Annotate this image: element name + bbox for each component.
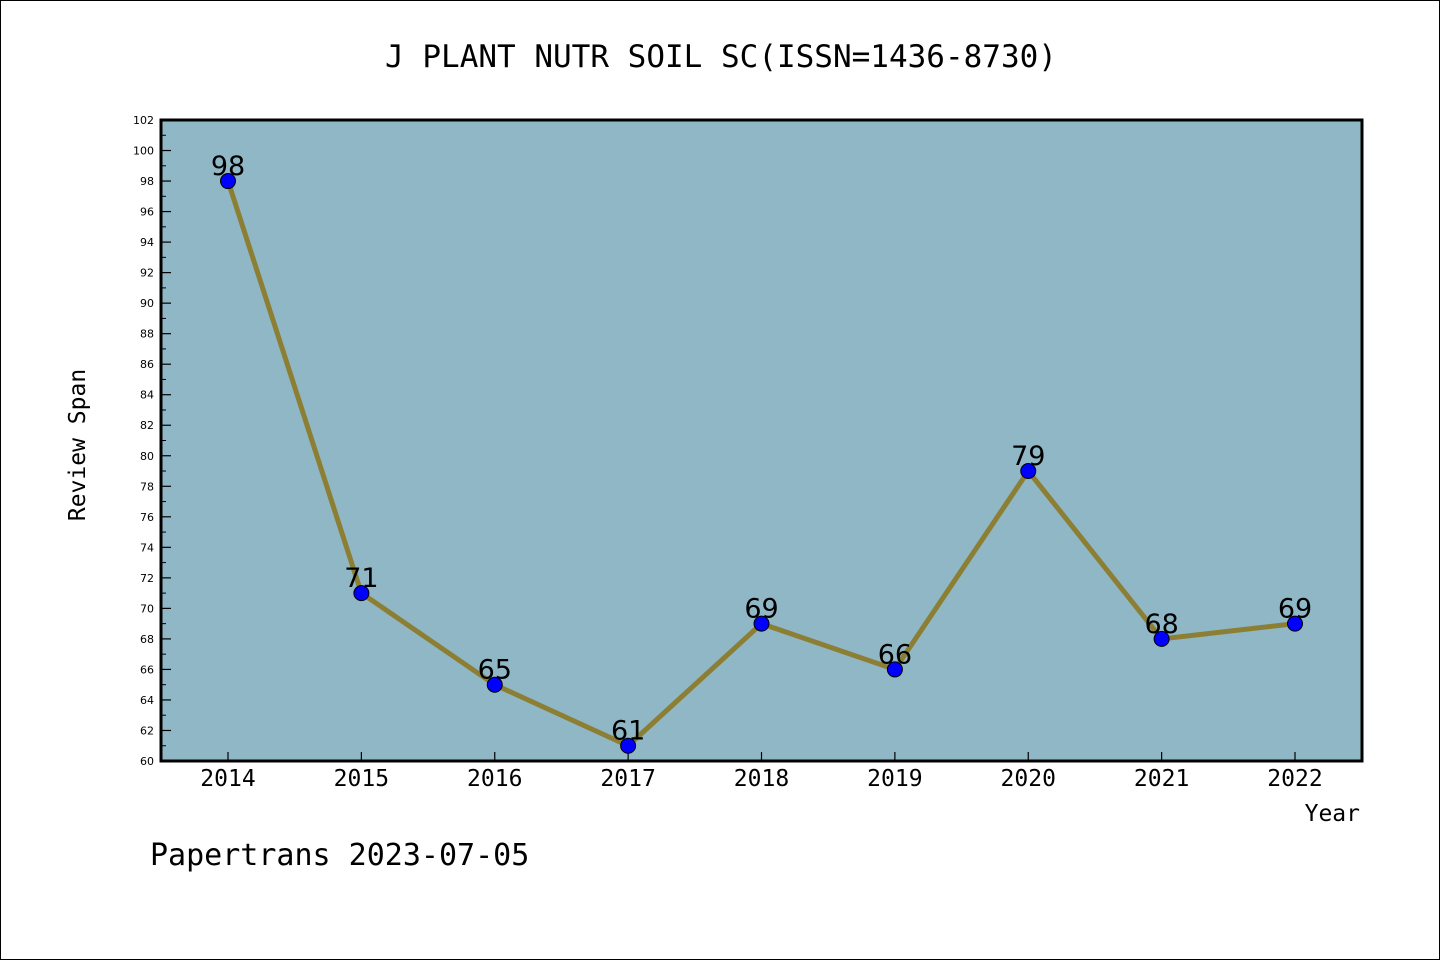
- y-tick-label: 60: [140, 755, 154, 768]
- data-point: [620, 737, 637, 754]
- y-tick-label: 86: [140, 358, 154, 371]
- y-tick-label: 82: [140, 419, 154, 432]
- data-label: 71: [344, 563, 378, 594]
- y-tick-label: 98: [140, 175, 154, 188]
- data-point: [486, 676, 503, 693]
- y-tick-label: 92: [140, 267, 154, 280]
- y-axis-label: Review Span: [65, 369, 91, 521]
- data-label: 65: [478, 655, 512, 686]
- data-point: [1287, 615, 1303, 632]
- y-tick-label: 80: [140, 450, 154, 463]
- x-tick-label: 2016: [467, 766, 522, 792]
- data-label: 69: [1278, 594, 1312, 625]
- data-point: [1020, 463, 1037, 480]
- y-tick-label: 62: [140, 724, 154, 737]
- y-tick-label: 100: [133, 145, 154, 158]
- data-label: 68: [1144, 609, 1178, 640]
- plot-area: [161, 120, 1362, 761]
- y-tick-label: 94: [140, 236, 154, 249]
- y-tick-label: 96: [140, 206, 154, 219]
- x-tick-label: 2020: [1001, 766, 1056, 792]
- y-tick-label: 90: [140, 297, 154, 310]
- data-label: 69: [744, 594, 778, 625]
- data-point: [1153, 630, 1170, 647]
- data-label: 79: [1011, 441, 1045, 472]
- x-tick-label: 2015: [334, 766, 389, 792]
- data-label: 98: [211, 151, 245, 182]
- data-point: [753, 615, 770, 632]
- data-label: 66: [878, 639, 912, 670]
- x-axis-label: Year: [1305, 801, 1360, 827]
- x-tick-label: 2019: [867, 766, 922, 792]
- x-tick-label: 2017: [600, 766, 655, 792]
- y-tick-label: 102: [133, 114, 154, 127]
- data-point: [886, 661, 903, 678]
- y-tick-label: 78: [140, 480, 154, 493]
- data-label: 61: [611, 716, 645, 747]
- y-tick-label: 64: [140, 694, 154, 707]
- y-tick-label: 72: [140, 572, 154, 585]
- y-tick-label: 76: [140, 511, 154, 524]
- x-tick-label: 2018: [734, 766, 789, 792]
- y-tick-label: 74: [140, 541, 154, 554]
- y-tick-label: 70: [140, 602, 154, 615]
- y-tick-label: 84: [140, 389, 154, 402]
- y-tick-label: 66: [140, 663, 154, 676]
- x-tick-label: 2021: [1134, 766, 1189, 792]
- chart-title: J PLANT NUTR SOIL SC(ISSN=1436-8730): [385, 39, 1057, 75]
- data-point: [220, 173, 236, 190]
- x-tick-label: 2022: [1267, 766, 1322, 792]
- plot-border: [159, 118, 1364, 763]
- footer-credit: Papertrans 2023-07-05: [150, 838, 529, 873]
- data-point: [353, 585, 370, 602]
- y-tick-label: 68: [140, 633, 154, 646]
- y-tick-label: 88: [140, 328, 154, 341]
- x-tick-label: 2014: [200, 766, 255, 792]
